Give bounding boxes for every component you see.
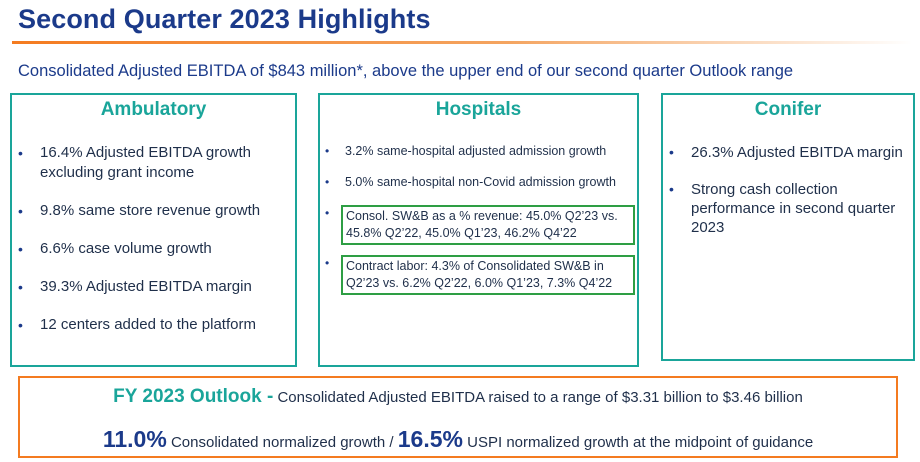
consolidated-growth-text: Consolidated normalized growth /: [170, 434, 394, 451]
list-item-text: 16.4% Adjusted EBITDA growth excluding g…: [40, 144, 251, 181]
uspi-growth-text: USPI normalized growth at the midpoint o…: [467, 434, 814, 451]
bullet-icon: •: [18, 241, 23, 257]
list-item-text: 26.3% Adjusted EBITDA margin: [691, 144, 903, 161]
list-item: • 39.3% Adjusted EBITDA margin: [18, 277, 288, 297]
list-item: • 9.8% same store revenue growth: [18, 201, 288, 221]
list-item: • 6.6% case volume growth: [18, 239, 288, 259]
list-item-text: Contract labor: 4.3% of Consolidated SW&…: [341, 255, 635, 295]
bullet-icon: •: [669, 144, 674, 160]
bullet-icon: •: [18, 145, 23, 161]
conifer-list: • 26.3% Adjusted EBITDA margin • Strong ca…: [669, 143, 904, 255]
bullet-icon: •: [18, 279, 23, 295]
ambulatory-list: • 16.4% Adjusted EBITDA growth excluding …: [18, 143, 288, 353]
list-item: • Strong cash collection performance in s…: [669, 180, 904, 237]
list-item-text: Strong cash collection performance in se…: [691, 181, 896, 236]
list-item: • 16.4% Adjusted EBITDA growth excluding …: [18, 143, 288, 183]
list-item: • 12 centers added to the platform: [18, 315, 288, 335]
outlook-summary: FY 2023 Outlook - Consolidated Adjusted …: [20, 386, 896, 408]
list-item-text: 3.2% same-hospital adjusted admission gr…: [345, 144, 607, 158]
bullet-icon: •: [18, 317, 23, 333]
ambulatory-heading: Ambulatory: [100, 99, 207, 120]
list-item-text: 6.6% case volume growth: [40, 240, 212, 257]
ambulatory-panel: Ambulatory • 16.4% Adjusted EBITDA growth…: [10, 93, 297, 367]
outlook-label: FY 2023 Outlook -: [113, 386, 274, 407]
list-item: • 5.0% same-hospital non-Covid admission …: [325, 174, 635, 191]
bullet-icon: •: [325, 256, 330, 270]
bullet-icon: •: [669, 181, 674, 197]
bullet-icon: •: [18, 203, 23, 219]
outlook-box: FY 2023 Outlook - Consolidated Adjusted …: [18, 376, 898, 458]
list-item-text: 39.3% Adjusted EBITDA margin: [40, 278, 252, 295]
highlighted-list-item: • Contract labor: 4.3% of Consolidated SW…: [325, 255, 635, 295]
page-title: Second Quarter 2023 Highlights: [18, 4, 431, 34]
list-item-text: Consol. SW&B as a % revenue: 45.0% Q2’23…: [341, 205, 635, 245]
hospitals-heading: Hospitals: [435, 99, 522, 120]
bullet-icon: •: [325, 144, 330, 158]
outlook-growth: 11.0% Consolidated normalized growth / 1…: [20, 426, 896, 453]
hospitals-panel: Hospitals • 3.2% same-hospital adjusted a…: [318, 93, 639, 367]
list-item: • 26.3% Adjusted EBITDA margin: [669, 143, 904, 162]
conifer-panel: Conifer • 26.3% Adjusted EBITDA margin • S…: [661, 93, 915, 361]
bullet-icon: •: [325, 206, 330, 220]
page-subtitle: Consolidated Adjusted EBITDA of $843 mil…: [18, 62, 794, 80]
hospitals-list: • 3.2% same-hospital adjusted admission g…: [325, 143, 635, 305]
consolidated-growth-value: 11.0%: [102, 426, 167, 452]
conifer-heading: Conifer: [754, 99, 822, 120]
bullet-icon: •: [325, 175, 330, 189]
uspi-growth-value: 16.5%: [397, 426, 463, 452]
list-item-text: 12 centers added to the platform: [40, 316, 256, 333]
list-item-text: 5.0% same-hospital non-Covid admission g…: [345, 175, 616, 189]
list-item: • 3.2% same-hospital adjusted admission g…: [325, 143, 635, 160]
list-item-text: 9.8% same store revenue growth: [40, 202, 261, 219]
highlighted-list-item: • Consol. SW&B as a % revenue: 45.0% Q2’2…: [325, 205, 635, 245]
title-underline: [12, 41, 912, 44]
outlook-summary-text: Consolidated Adjusted EBITDA raised to a…: [277, 389, 803, 406]
